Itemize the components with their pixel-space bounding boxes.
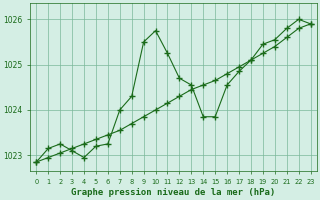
X-axis label: Graphe pression niveau de la mer (hPa): Graphe pression niveau de la mer (hPa): [71, 188, 276, 197]
